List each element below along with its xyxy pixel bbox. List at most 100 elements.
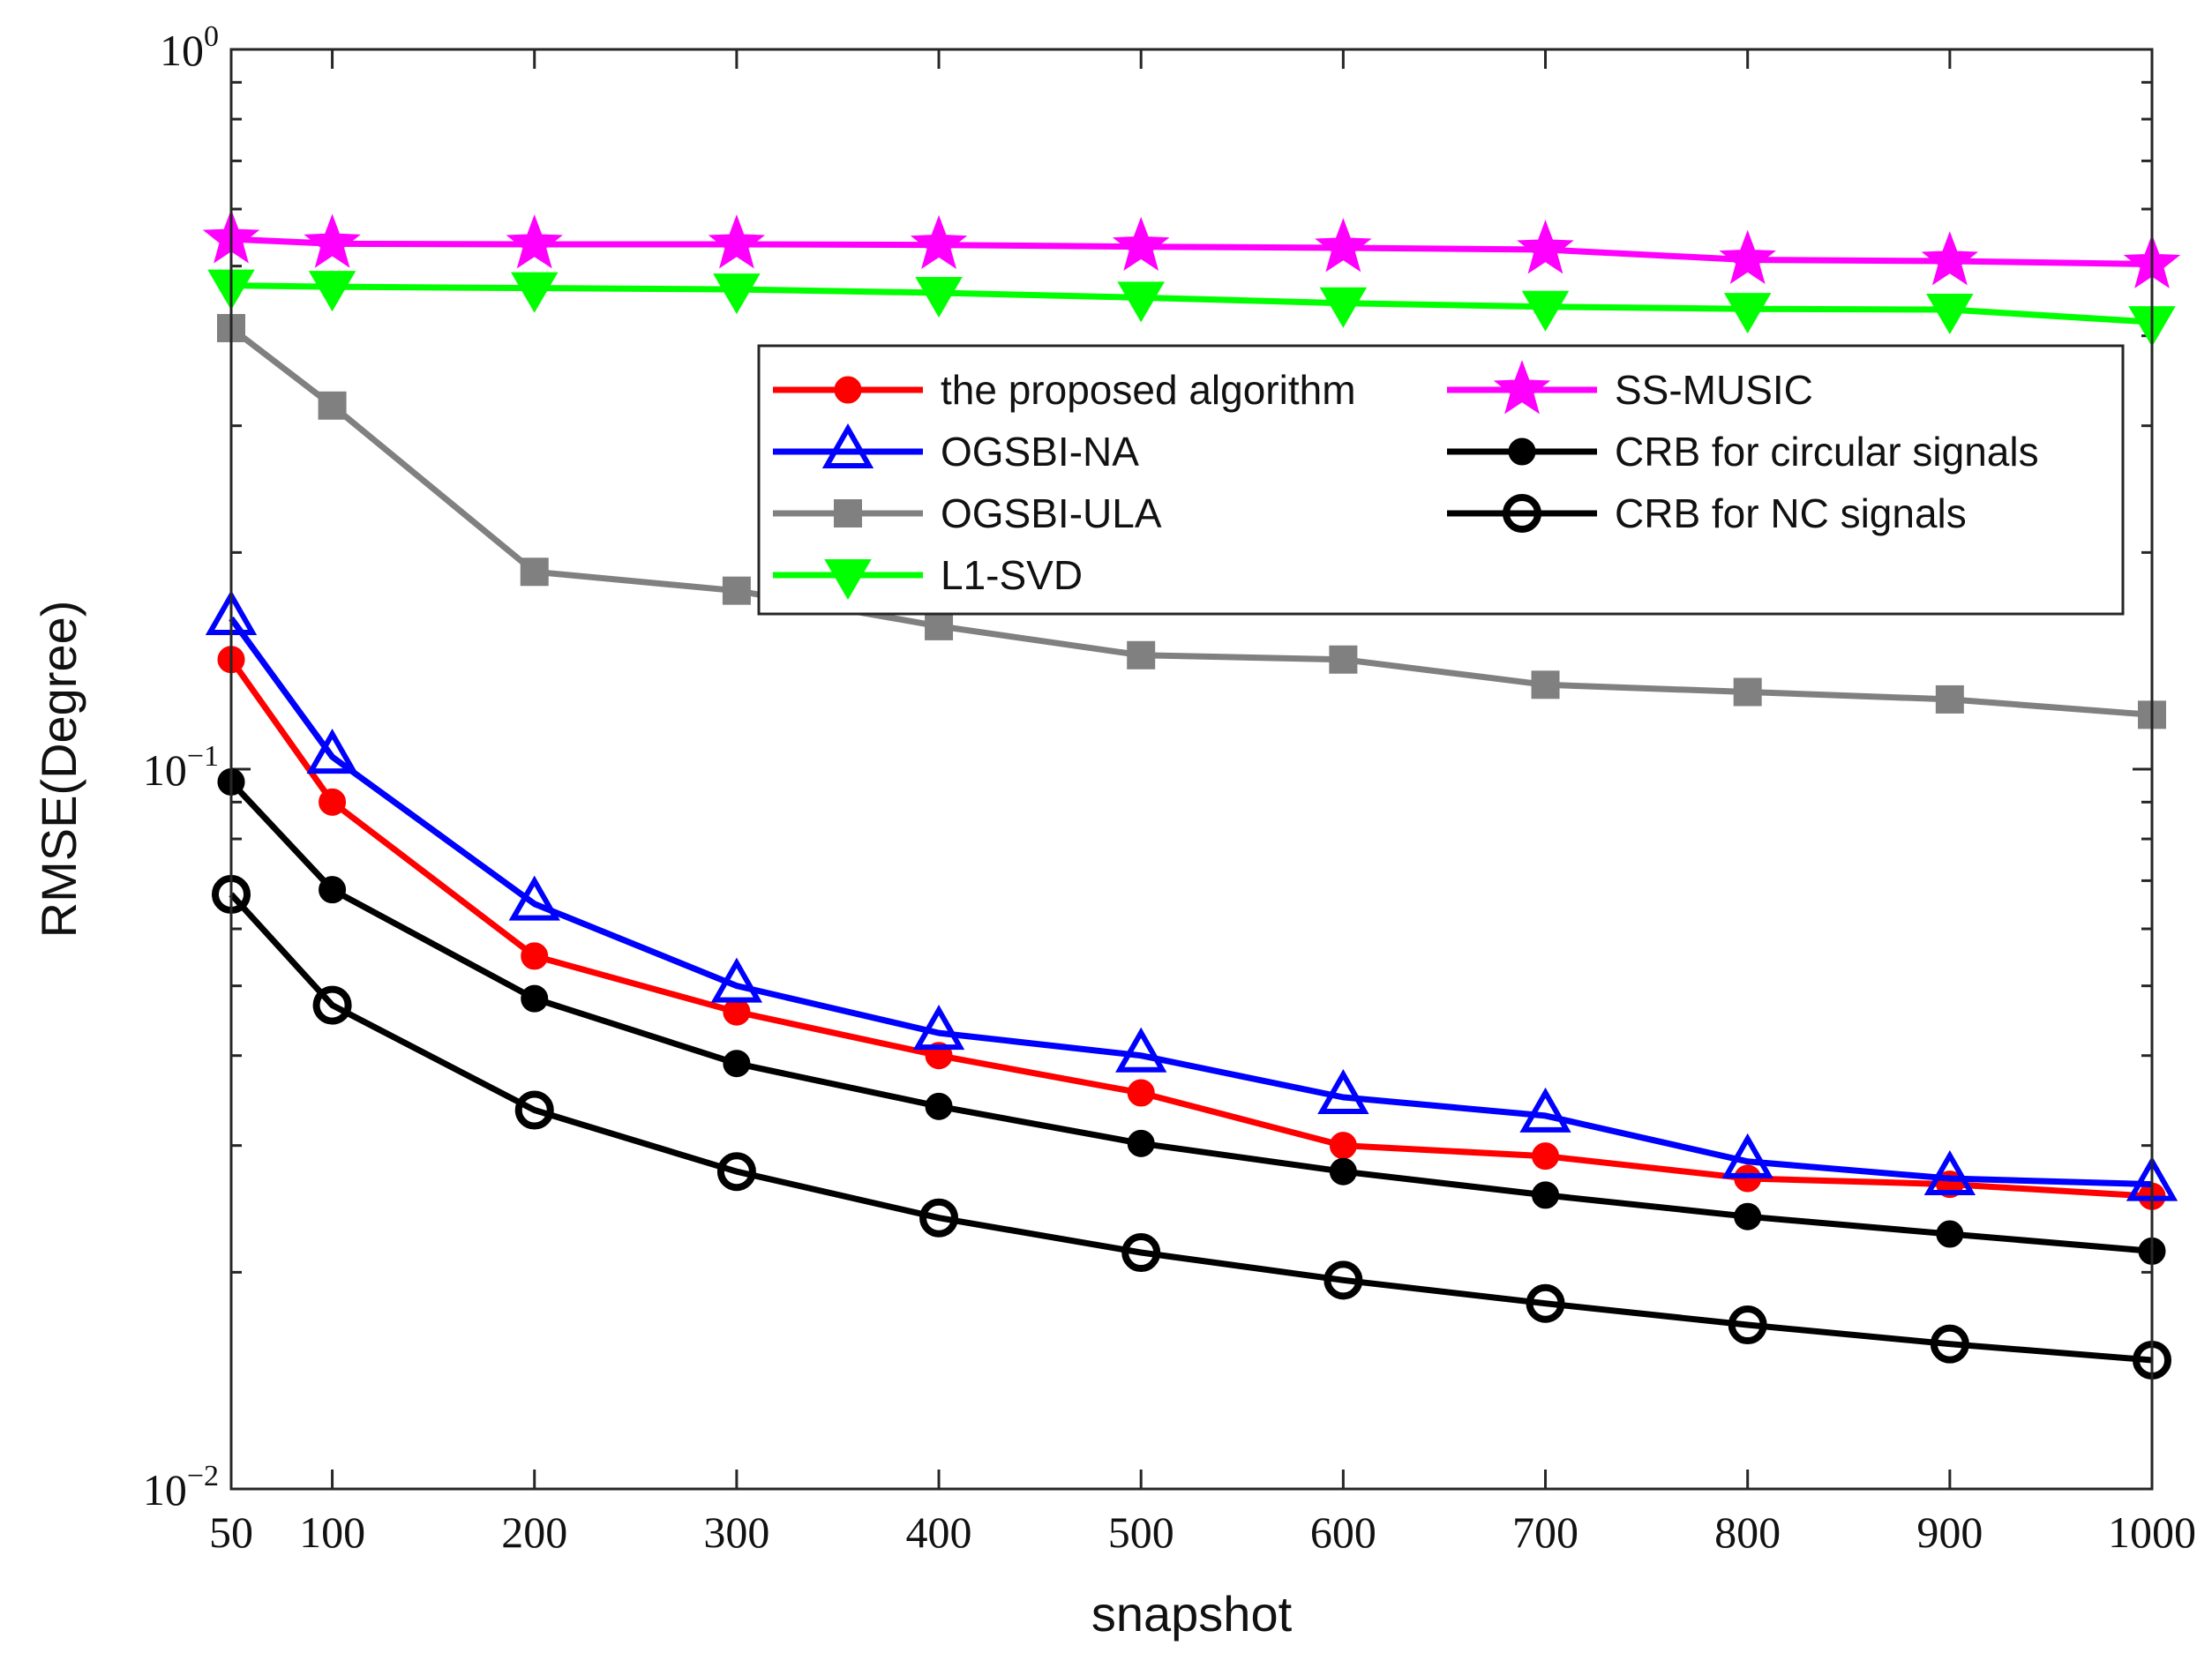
data-point <box>1930 1324 1969 1364</box>
data-point <box>710 957 763 1003</box>
data-point <box>1521 290 1570 332</box>
data-point <box>708 214 766 269</box>
data-point <box>1719 229 1776 285</box>
data-point <box>1315 218 1372 273</box>
y-tick-label: 10−1 <box>143 740 219 795</box>
y-tick-label: 10−2 <box>143 1460 219 1515</box>
legend-label: CRB for NC signals <box>1615 490 1967 536</box>
legend-marker <box>821 423 874 468</box>
series-ogsbi-ula <box>217 313 2166 729</box>
data-point <box>506 214 563 269</box>
legend-marker <box>1493 360 1551 415</box>
data-point <box>318 391 347 420</box>
data-point <box>308 271 356 312</box>
data-point <box>1723 293 1772 334</box>
data-point <box>1127 1079 1155 1107</box>
data-point <box>1317 1068 1369 1115</box>
data-point <box>722 576 751 605</box>
x-tick-label: 900 <box>1916 1507 1983 1557</box>
legend-item: CRB for NC signals <box>1447 490 1967 536</box>
legend-marker <box>1503 494 1541 533</box>
data-point <box>304 213 361 268</box>
legend-label: the proposed algorithm <box>941 367 1356 413</box>
data-point <box>1728 1305 1767 1345</box>
data-point <box>1526 1283 1565 1323</box>
data-point <box>1329 1157 1357 1186</box>
data-point <box>1531 670 1560 699</box>
legend-label: OGSBI-NA <box>941 429 1139 475</box>
data-point <box>716 1152 756 1192</box>
data-point <box>925 611 954 640</box>
data-point <box>1323 1260 1363 1300</box>
x-tick-label: 300 <box>703 1507 769 1557</box>
data-point <box>510 272 559 313</box>
data-point <box>319 876 347 904</box>
data-point <box>514 1090 554 1130</box>
x-axis-label: snapshot <box>1091 1586 1293 1642</box>
series-line <box>229 892 2153 1364</box>
data-point <box>915 276 963 318</box>
data-point <box>723 1050 751 1078</box>
data-point <box>713 273 761 315</box>
data-point <box>1926 293 1974 334</box>
data-point <box>312 985 352 1025</box>
data-point <box>1935 684 1964 714</box>
data-point <box>912 1005 965 1051</box>
data-point <box>1734 1202 1762 1230</box>
data-point <box>1519 1087 1571 1133</box>
x-tick-label: 1000 <box>2108 1507 2196 1557</box>
data-point <box>1127 1129 1155 1157</box>
series-l1-svd <box>207 269 2176 348</box>
legend-box <box>757 344 2125 616</box>
data-point <box>1921 231 1979 286</box>
series-crb-for-nc-signals <box>212 874 2171 1380</box>
series-crb-for-circular-signals <box>217 767 2166 1265</box>
data-point <box>925 1092 953 1120</box>
x-tick-label: 400 <box>906 1507 972 1557</box>
y-axis-label: RMSE(Degree) <box>31 601 86 939</box>
legend-item: CRB for circular signals <box>1447 429 2039 475</box>
data-point <box>1734 1164 1762 1193</box>
x-tick-label: 100 <box>299 1507 365 1557</box>
data-point <box>520 557 549 587</box>
y-tick-label: 100 <box>160 20 219 75</box>
data-point <box>1532 1142 1560 1171</box>
x-tick-label: 800 <box>1714 1507 1781 1557</box>
axis-tick-labels: 50 100 200 300 400 500 600 700 800 900 1000 100 10−1… <box>143 20 2196 1557</box>
plot-frame <box>229 48 2154 1491</box>
data-point <box>1329 1132 1357 1160</box>
x-tick-label: 600 <box>1310 1507 1376 1557</box>
legend-label: CRB for circular signals <box>1615 429 2039 475</box>
data-point <box>1121 1233 1161 1273</box>
legend-item: the proposed algorithm <box>773 367 1356 413</box>
legend: the proposed algorithm OGSBI-NA OGSBI-ULA L… <box>757 344 2125 616</box>
data-point <box>521 942 549 970</box>
data-point <box>1329 645 1358 674</box>
legend-marker <box>834 499 862 527</box>
data-point <box>1112 216 1170 272</box>
legend-label: OGSBI-ULA <box>941 490 1162 536</box>
data-point <box>1532 1181 1560 1209</box>
x-tick-label: 200 <box>501 1507 567 1557</box>
axis-ticks <box>229 48 2154 1491</box>
data-point <box>1721 1133 1773 1178</box>
legend-item: L1-SVD <box>773 552 1083 600</box>
data-point <box>521 984 549 1013</box>
data-point <box>910 214 968 270</box>
data-point <box>1923 1149 1976 1196</box>
legend-item: OGSBI-ULA <box>773 490 1162 536</box>
data-point <box>1319 287 1368 328</box>
series-line <box>229 616 2153 1188</box>
legend-label: SS-MUSIC <box>1615 367 1813 413</box>
data-point <box>319 788 347 816</box>
data-point <box>919 1198 959 1238</box>
data-point <box>1115 1027 1167 1073</box>
data-point <box>1117 281 1165 323</box>
series-ogsbi-na <box>205 589 2178 1201</box>
data-point <box>1733 677 1762 707</box>
data-point <box>723 998 751 1026</box>
data-point <box>1127 640 1156 669</box>
legend-marker <box>1508 438 1536 466</box>
data-point <box>306 729 358 774</box>
